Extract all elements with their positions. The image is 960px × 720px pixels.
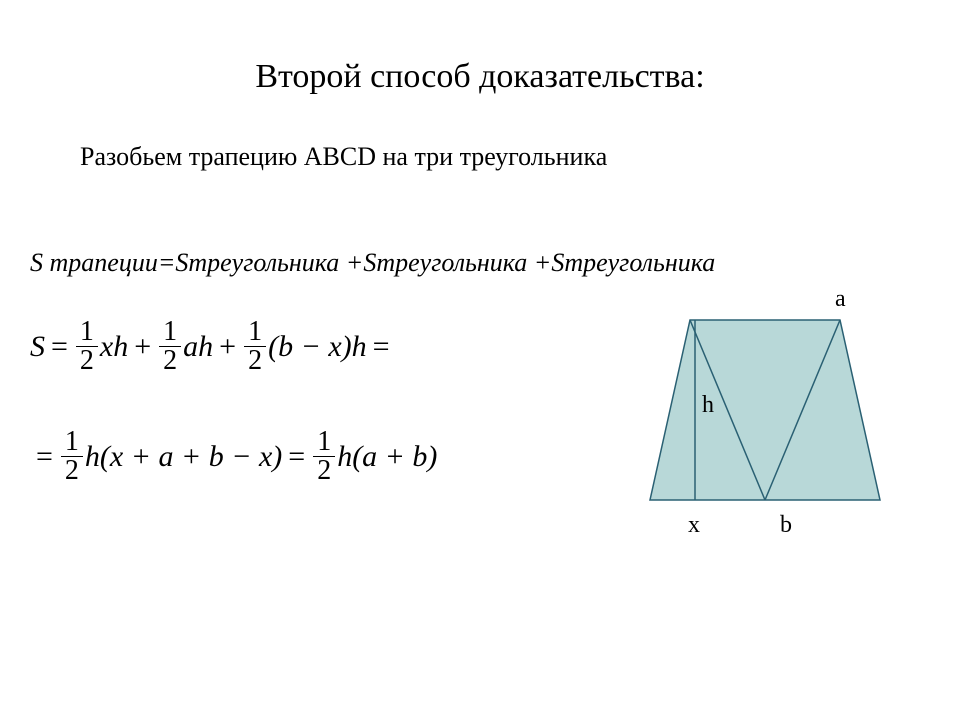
diagram-label-x: x (688, 512, 700, 539)
area-sum-sentence: S трапеции=Sтреугольника +Sтреугольника … (30, 248, 715, 278)
fraction-one-half: 12 (61, 428, 83, 485)
equals-sign: = (282, 440, 311, 474)
formula-line-1: S=12xh+12ah+12(b − x)h= (30, 318, 396, 375)
diagram-label-a: a (835, 286, 846, 313)
equals-sign: = (367, 330, 396, 364)
formula-line-2: =12h(x + a + b − x)=12h(a + b) (30, 428, 437, 485)
math-term: ah (183, 330, 213, 364)
math-term: S (30, 330, 45, 364)
trapezoid-shape (650, 320, 880, 500)
math-term: h(a + b) (337, 440, 437, 474)
subtitle: Разобьем трапецию ABCD на три треугольни… (80, 142, 607, 172)
plus-sign: + (128, 330, 157, 364)
diagram-label-h: h (702, 392, 714, 419)
diagram-label-b: b (780, 512, 792, 539)
fraction-one-half: 12 (159, 318, 181, 375)
trapezoid-diagram: ahxb (600, 290, 930, 540)
fraction-one-half: 12 (76, 318, 98, 375)
trapezoid-svg (600, 290, 930, 540)
plus-sign: + (213, 330, 242, 364)
equals-sign: = (30, 440, 59, 474)
equals-sign: = (45, 330, 74, 364)
math-term: h(x + a + b − x) (85, 440, 282, 474)
fraction-one-half: 12 (244, 318, 266, 375)
math-term: (b − x)h (268, 330, 367, 364)
math-term: xh (100, 330, 128, 364)
page-title: Второй способ доказательства: (0, 58, 960, 96)
fraction-one-half: 12 (313, 428, 335, 485)
